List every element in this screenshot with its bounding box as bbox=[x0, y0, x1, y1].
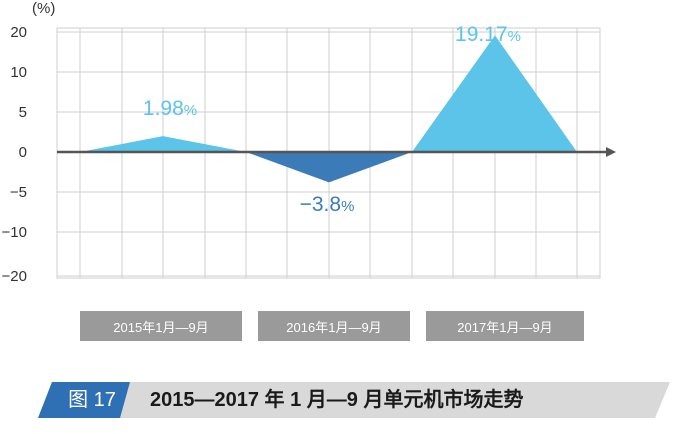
area-segment-1 bbox=[246, 152, 412, 183]
y-tick-label-2: 5 bbox=[19, 104, 27, 121]
axis-layer bbox=[57, 147, 616, 157]
area-layer bbox=[80, 35, 577, 183]
caption-bar bbox=[38, 382, 670, 418]
area-segment-2 bbox=[412, 35, 577, 152]
y-tick-label-1: 10 bbox=[10, 64, 27, 81]
y-tick-label-4: −5 bbox=[10, 184, 27, 201]
axis-arrow bbox=[606, 147, 616, 157]
category-label-2016: 2016年1月—9月 bbox=[258, 311, 410, 341]
y-tick-label-5: −10 bbox=[2, 224, 27, 241]
unit-label: (%) bbox=[32, 0, 55, 17]
category-label-2017: 2017年1月—9月 bbox=[426, 311, 584, 341]
category-label-2015: 2015年1月—9月 bbox=[80, 311, 242, 341]
y-tick-label-3: 0 bbox=[19, 144, 27, 161]
label-layer: 1.98% −3.8% 19.17% bbox=[143, 23, 521, 216]
data-label-2: 19.17% bbox=[455, 23, 521, 46]
y-tick-label-0: 20 bbox=[10, 24, 27, 41]
data-label-1: −3.8% bbox=[300, 193, 355, 216]
data-label-0: 1.98% bbox=[143, 97, 197, 120]
caption-background bbox=[38, 382, 670, 418]
figure-label: 图 17 bbox=[68, 389, 116, 411]
figure-title: 2015—2017 年 1 月—9 月单元机市场走势 bbox=[150, 389, 524, 411]
y-tick-label-6: −20 bbox=[2, 268, 27, 285]
area-segment-0 bbox=[80, 136, 246, 152]
figure-label-background bbox=[38, 382, 130, 418]
tick-layer: 20 10 5 0 −5 −10 −20 bbox=[2, 24, 27, 285]
